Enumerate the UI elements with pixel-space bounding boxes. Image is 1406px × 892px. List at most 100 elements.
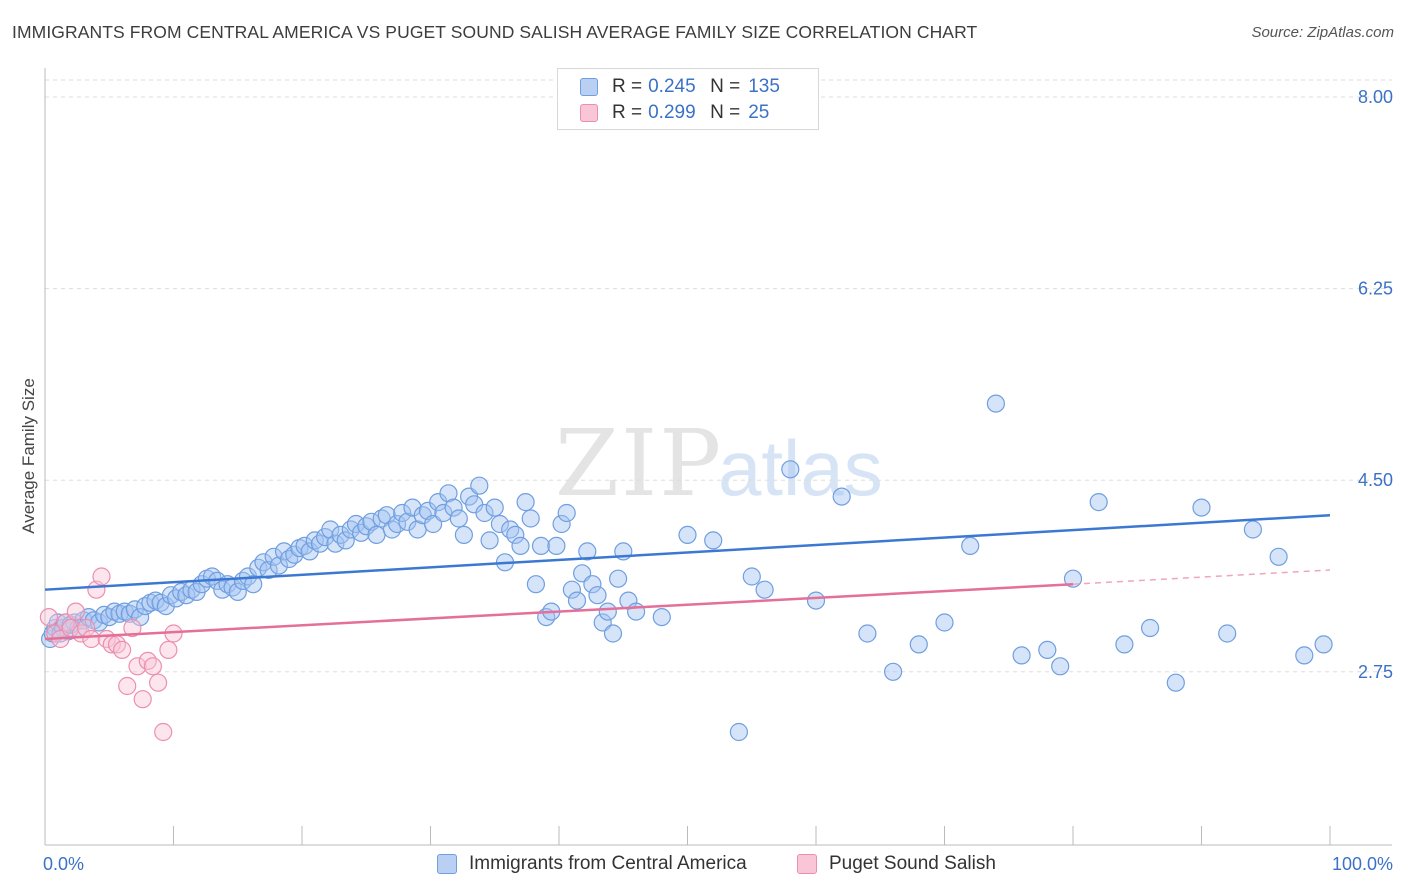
data-point-puget-sound-salish <box>82 629 101 649</box>
data-point-central-america <box>454 525 473 545</box>
data-point-central-america <box>652 607 671 627</box>
data-point-puget-sound-salish <box>39 607 59 627</box>
data-point-central-america <box>305 531 324 550</box>
data-point-central-america <box>480 531 499 550</box>
data-point-central-america <box>704 531 723 550</box>
data-point-central-america <box>295 536 314 556</box>
chart-title: IMMIGRANTS FROM CENTRAL AMERICA VS PUGET… <box>12 22 978 42</box>
data-point-puget-sound-salish <box>123 618 142 638</box>
data-point-central-america <box>909 635 928 654</box>
data-point-puget-sound-salish <box>159 640 178 660</box>
data-point-central-america <box>177 586 196 605</box>
y-tick-label: 6.25 <box>1358 279 1393 299</box>
y-axis-label: Average Family Size <box>19 378 38 534</box>
data-point-central-america <box>393 503 412 523</box>
series-legend-swatch-puget-sound-salish <box>797 854 817 874</box>
data-point-central-america <box>742 567 761 586</box>
data-point-central-america <box>449 509 468 528</box>
trend-line-puget-sound-salish <box>44 582 1074 641</box>
data-point-central-america <box>506 525 525 545</box>
data-point-central-america <box>883 662 903 681</box>
data-point-central-america <box>136 596 155 616</box>
data-point-central-america <box>367 525 386 545</box>
data-point-central-america <box>1314 635 1333 654</box>
data-point-central-america <box>1166 673 1185 692</box>
y-tick-label: 2.75 <box>1358 662 1393 682</box>
correlation-legend: R = 0.245 N = 135 R = 0.299 N = 25 <box>557 68 819 130</box>
data-point-central-america <box>1063 569 1083 588</box>
data-point-central-america <box>490 514 509 534</box>
data-point-central-america <box>935 613 954 632</box>
data-point-central-america <box>986 394 1006 413</box>
data-point-central-america <box>521 509 540 528</box>
y-tick-label: 8.00 <box>1358 87 1393 107</box>
legend-row-central-america: R = 0.245 N = 135 <box>580 74 780 100</box>
data-point-central-america <box>588 586 607 605</box>
data-point-central-america <box>1218 624 1237 643</box>
legend-n-value: 135 <box>748 76 780 97</box>
data-point-central-america <box>755 580 774 599</box>
legend-n-value: 25 <box>748 102 770 123</box>
data-point-central-america <box>403 498 422 517</box>
data-point-central-america <box>567 591 587 610</box>
data-point-central-america <box>269 556 288 575</box>
data-point-central-america <box>1012 646 1031 665</box>
trend-line-central-america <box>44 513 1331 591</box>
data-point-central-america <box>382 520 402 539</box>
data-point-central-america <box>678 525 697 545</box>
data-point-central-america <box>511 536 530 556</box>
data-point-central-america <box>781 460 800 479</box>
data-point-central-america <box>470 476 489 495</box>
data-point-central-america <box>341 520 360 539</box>
data-point-puget-sound-salish <box>149 673 168 692</box>
data-point-central-america <box>228 582 247 602</box>
x-tick-label-min: 0.0% <box>43 854 84 874</box>
series-legend-puget-sound-salish: Puget Sound Salish <box>797 850 996 878</box>
data-point-central-america <box>603 624 623 643</box>
legend-r-value: 0.245 <box>648 76 696 97</box>
data-point-central-america <box>626 602 646 621</box>
data-point-puget-sound-salish <box>92 567 111 586</box>
data-point-central-america <box>806 591 826 610</box>
data-point-central-america <box>562 580 582 599</box>
data-point-central-america <box>858 624 877 643</box>
data-point-puget-sound-salish <box>118 676 137 696</box>
legend-r-label: R = <box>612 102 643 123</box>
data-point-central-america <box>583 575 602 594</box>
x-tick-label-max: 100.0% <box>1332 854 1393 874</box>
data-point-central-america <box>547 536 566 556</box>
data-point-central-america <box>1269 547 1288 566</box>
trend-line-puget-sound-salish-extension <box>1072 569 1331 585</box>
data-point-central-america <box>1115 635 1134 654</box>
data-point-central-america <box>398 512 417 531</box>
data-point-central-america <box>832 487 851 506</box>
data-point-central-america <box>1051 657 1070 676</box>
data-point-central-america <box>321 520 340 539</box>
data-point-puget-sound-salish <box>112 640 132 660</box>
series-legend: Immigrants from Central America Puget So… <box>0 850 1406 878</box>
legend-r-value: 0.299 <box>648 102 696 123</box>
data-point-puget-sound-salish <box>128 657 147 676</box>
data-point-central-america <box>501 520 520 539</box>
y-tick-label: 4.50 <box>1358 470 1393 490</box>
data-point-central-america <box>531 536 551 556</box>
data-point-central-america <box>264 547 283 566</box>
data-point-central-america <box>1243 520 1263 539</box>
data-point-puget-sound-salish <box>138 651 157 671</box>
data-point-central-america <box>578 542 597 561</box>
series-legend-central-america: Immigrants from Central America <box>437 850 747 878</box>
data-point-central-america <box>1038 640 1057 660</box>
legend-row-puget-sound-salish: R = 0.299 N = 25 <box>580 100 778 126</box>
data-point-central-america <box>608 569 628 588</box>
data-point-puget-sound-salish <box>133 690 152 709</box>
data-point-puget-sound-salish <box>143 657 162 676</box>
data-point-central-america <box>516 493 535 512</box>
legend-swatch-central-america <box>580 78 598 96</box>
data-point-puget-sound-salish <box>66 602 85 621</box>
data-point-central-america <box>557 503 576 523</box>
data-point-central-america <box>336 531 355 550</box>
data-point-central-america <box>598 602 617 621</box>
data-point-central-america <box>156 596 175 616</box>
legend-n-label: N = <box>710 76 741 97</box>
watermark-zip: ZIP <box>555 410 723 517</box>
